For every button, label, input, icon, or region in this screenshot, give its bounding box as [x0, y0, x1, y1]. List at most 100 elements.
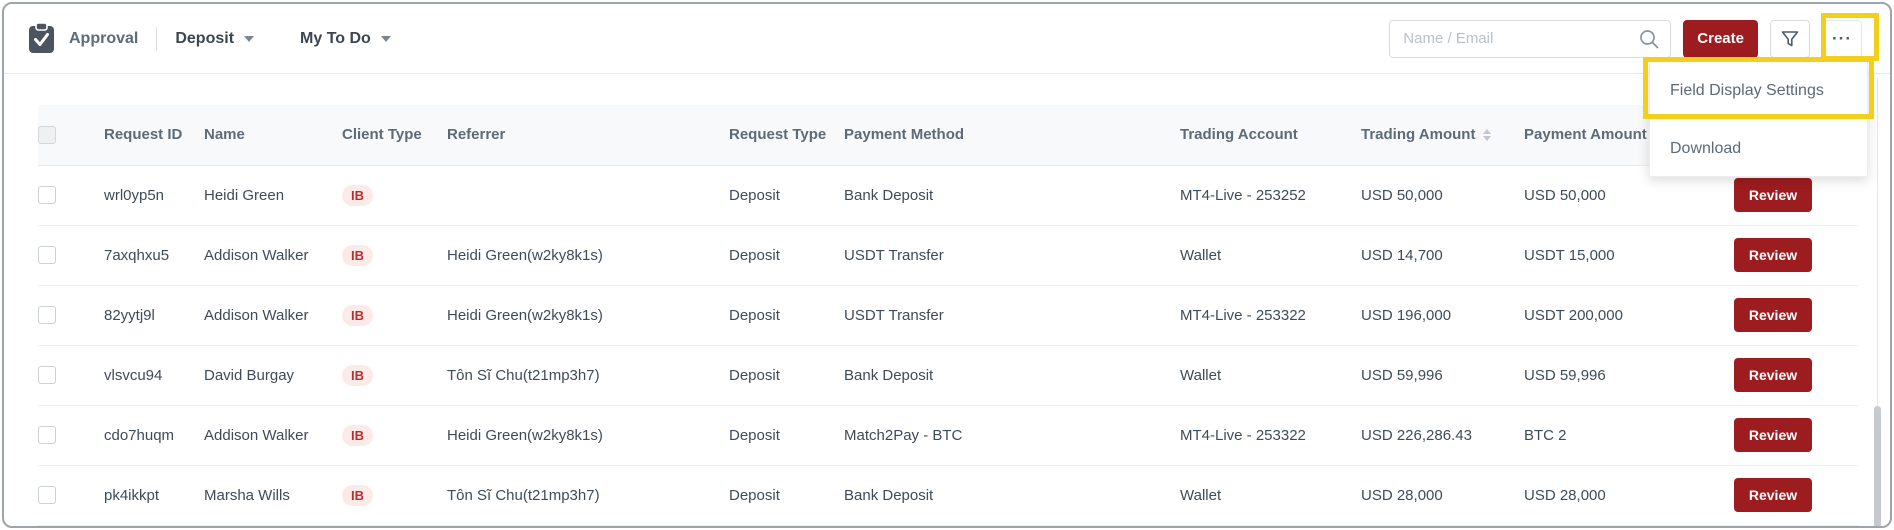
cell-name: Addison Walker — [204, 405, 342, 466]
cell-payment-method: Bank Deposit — [844, 165, 1180, 226]
review-button[interactable]: Review — [1734, 298, 1812, 332]
select-all-checkbox[interactable] — [38, 125, 56, 144]
table-row: vlsvcu94 David Burgay IB Tôn Sĩ Chu(t21m… — [38, 345, 1858, 406]
client-type-badge: IB — [342, 364, 373, 386]
page-title: Approval — [69, 29, 139, 47]
search-input[interactable] — [1389, 19, 1672, 58]
cell-payment-amount: BTC 2 — [1524, 405, 1729, 466]
row-checkbox[interactable] — [38, 246, 56, 265]
review-button[interactable]: Review — [1734, 238, 1812, 272]
column-header-name: Name — [204, 105, 342, 166]
review-button[interactable]: Review — [1734, 358, 1812, 392]
cell-referrer: Heidi Green(w2ky8k1s) — [447, 285, 729, 346]
nav-deposit-dropdown[interactable]: Deposit — [175, 29, 255, 48]
table-header-row: Request ID Name Client Type Referrer Req… — [38, 105, 1858, 166]
table-row: cdo7huqm Addison Walker IB Heidi Green(w… — [38, 405, 1858, 466]
cell-request-id: cdo7huqm — [104, 405, 204, 466]
cell-request-id: vlsvcu94 — [104, 345, 204, 406]
approval-table: Request ID Name Client Type Referrer Req… — [38, 105, 1890, 526]
cell-request-type: Deposit — [729, 465, 844, 526]
column-header-request-id: Request ID — [104, 105, 204, 166]
cell-trading-amount: USD 50,000 — [1361, 165, 1524, 226]
chevron-down-icon — [244, 35, 255, 42]
sort-icon[interactable] — [1483, 128, 1492, 141]
cell-trading-amount: USD 59,996 — [1361, 345, 1524, 406]
cell-trading-account: MT4-Live - 253252 — [1180, 165, 1361, 226]
cell-payment-amount: USD 28,000 — [1524, 465, 1729, 526]
cell-request-type: Deposit — [729, 225, 844, 286]
cell-name: Heidi Green — [204, 165, 342, 226]
cell-trading-amount: USD 196,000 — [1361, 285, 1524, 346]
create-button[interactable]: Create — [1683, 19, 1758, 58]
cell-referrer: Heidi Green(w2ky8k1s) — [447, 405, 729, 466]
cell-trading-account: Wallet — [1180, 465, 1361, 526]
cell-payment-method: Match2Pay - BTC — [844, 405, 1180, 466]
cell-referrer: Tôn Sĩ Chu(t21mp3h7) — [447, 345, 729, 406]
scrollbar-track — [1877, 78, 1878, 526]
menu-item-download[interactable]: Download — [1650, 119, 1867, 176]
cell-name: David Burgay — [204, 345, 342, 406]
row-checkbox[interactable] — [38, 366, 56, 385]
cell-payment-method: Bank Deposit — [844, 345, 1180, 406]
review-button[interactable]: Review — [1734, 178, 1812, 212]
table-row: wrl0yp5n Heidi Green IB Deposit Bank Dep… — [38, 165, 1858, 226]
client-type-badge: IB — [342, 244, 373, 266]
cell-payment-method: USDT Transfer — [844, 225, 1180, 286]
cell-trading-amount: USD 28,000 — [1361, 465, 1524, 526]
cell-payment-amount: USDT 200,000 — [1524, 285, 1729, 346]
row-checkbox[interactable] — [38, 186, 56, 205]
row-checkbox[interactable] — [38, 486, 56, 505]
nav-my-to-do-dropdown[interactable]: My To Do — [300, 30, 391, 48]
search-icon[interactable] — [1638, 28, 1660, 50]
cell-request-id: wrl0yp5n — [104, 165, 204, 226]
scrollbar-thumb[interactable] — [1874, 406, 1881, 526]
client-type-badge: IB — [342, 304, 373, 326]
client-type-badge: IB — [342, 484, 373, 506]
search-box — [1389, 19, 1672, 58]
nav-deposit-label: Deposit — [175, 29, 235, 47]
cell-referrer — [447, 165, 729, 226]
table-row: pk4ikkpt Marsha Wills IB Tôn Sĩ Chu(t21m… — [38, 465, 1858, 526]
nav-my-to-do-label: My To Do — [300, 29, 371, 47]
review-button[interactable]: Review — [1734, 418, 1812, 452]
cell-request-id: 82yytj9l — [104, 285, 204, 346]
menu-item-field-display-settings[interactable]: Field Display Settings — [1650, 62, 1867, 119]
cell-name: Marsha Wills — [204, 465, 342, 526]
more-button[interactable]: ··· — [1822, 19, 1862, 58]
cell-name: Addison Walker — [204, 285, 342, 346]
clipboard-check-icon — [29, 23, 54, 53]
cell-trading-account: Wallet — [1180, 345, 1361, 406]
cell-referrer: Tôn Sĩ Chu(t21mp3h7) — [447, 465, 729, 526]
cell-request-type: Deposit — [729, 345, 844, 406]
cell-payment-amount: USDT 15,000 — [1524, 225, 1729, 286]
more-menu: Field Display Settings Download — [1649, 61, 1868, 177]
row-checkbox[interactable] — [38, 426, 56, 445]
filter-button[interactable] — [1770, 19, 1810, 58]
cell-request-type: Deposit — [729, 285, 844, 346]
column-header-request-type: Request Type — [729, 105, 844, 166]
cell-payment-method: Bank Deposit — [844, 465, 1180, 526]
cell-trading-account: MT4-Live - 253322 — [1180, 405, 1361, 466]
cell-request-id: 7axqhxu5 — [104, 225, 204, 286]
review-button[interactable]: Review — [1734, 478, 1812, 512]
client-type-badge: IB — [342, 184, 373, 206]
cell-payment-amount: USD 59,996 — [1524, 345, 1729, 406]
cell-trading-amount: USD 226,286.43 — [1361, 405, 1524, 466]
column-header-referrer: Referrer — [447, 105, 729, 166]
column-header-trading-account: Trading Account — [1180, 105, 1361, 166]
cell-referrer: Heidi Green(w2ky8k1s) — [447, 225, 729, 286]
column-header-trading-amount[interactable]: Trading Amount — [1361, 105, 1524, 166]
divider — [156, 26, 158, 51]
cell-trading-amount: USD 14,700 — [1361, 225, 1524, 286]
cell-request-type: Deposit — [729, 405, 844, 466]
table-row: 7axqhxu5 Addison Walker IB Heidi Green(w… — [38, 225, 1858, 286]
chevron-down-icon — [380, 35, 391, 42]
cell-request-type: Deposit — [729, 165, 844, 226]
top-bar: Approval Deposit My To Do Create — [4, 4, 1890, 74]
client-type-badge: IB — [342, 424, 373, 446]
row-checkbox[interactable] — [38, 306, 56, 325]
funnel-icon — [1781, 30, 1799, 46]
cell-trading-account: Wallet — [1180, 225, 1361, 286]
cell-request-id: pk4ikkpt — [104, 465, 204, 526]
